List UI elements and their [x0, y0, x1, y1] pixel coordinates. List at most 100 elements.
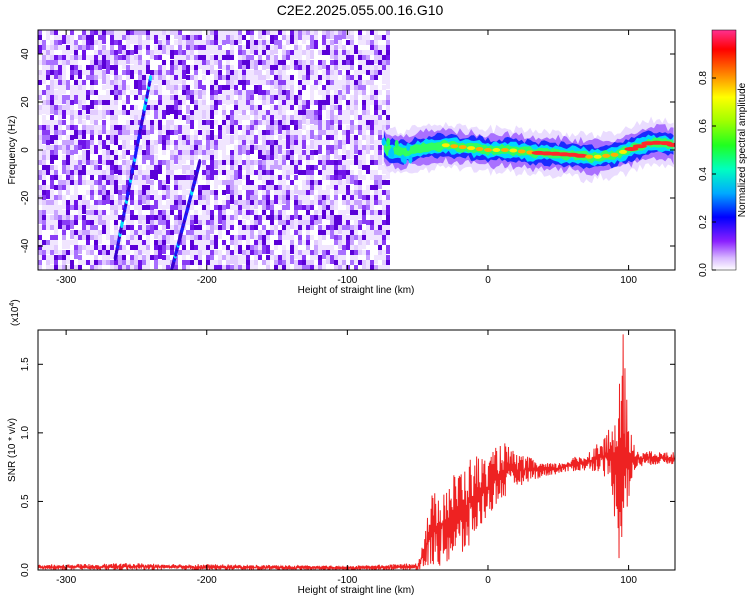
- spectrogram-cell: [178, 150, 182, 159]
- spectrogram-cell: [206, 30, 210, 39]
- spectrogram-cell: [94, 115, 98, 120]
- spectrogram-cell: [130, 110, 134, 119]
- spectrogram-cell: [54, 60, 58, 65]
- spectrogram-cell: [310, 205, 314, 210]
- spectrogram-cell: [130, 65, 134, 74]
- spectrogram-cell: [142, 225, 146, 230]
- spectrogram-cell: [274, 210, 278, 215]
- spectrogram-cell: [206, 45, 210, 50]
- spectrogram-cell: [210, 110, 214, 119]
- spectrogram-cell: [294, 125, 298, 130]
- spectrogram-cell: [242, 75, 246, 80]
- spectrogram-cell: [286, 105, 290, 110]
- spectrogram-cell: [178, 70, 182, 79]
- spectrogram-cell: [342, 140, 346, 145]
- spectrogram-cell: [278, 265, 282, 270]
- spectrogram-cell: [146, 245, 150, 250]
- spectrogram-cell: [250, 210, 254, 215]
- spectrogram-cell: [70, 230, 74, 239]
- spectrogram-cell: [82, 235, 86, 240]
- signal-peak: [450, 144, 459, 149]
- spectrogram-cell: [382, 225, 386, 230]
- spectrogram-cell: [146, 230, 150, 235]
- spectrogram-cell: [54, 220, 58, 225]
- spectrogram-cell: [250, 40, 254, 49]
- spectrogram-cell: [254, 120, 258, 125]
- spectrogram-cell: [138, 250, 142, 259]
- spectrogram-cell: [166, 260, 170, 265]
- spectrogram-cell: [334, 185, 338, 190]
- spectrogram-cell: [78, 200, 82, 205]
- spectrogram-cell: [190, 260, 194, 265]
- spectrogram-cell: [338, 80, 342, 89]
- spectrogram-cell: [202, 220, 206, 225]
- spectrogram-cell: [222, 215, 226, 220]
- spectrogram-cell: [362, 130, 366, 135]
- spectrogram-cell: [86, 55, 90, 60]
- spectrogram-cell: [218, 225, 222, 230]
- spectrogram-cell: [226, 75, 230, 80]
- spectrogram-cell: [374, 215, 378, 220]
- spectrogram-cell: [54, 135, 58, 140]
- spectrogram-cell: [114, 185, 118, 194]
- spectrogram-cell: [146, 240, 150, 249]
- spectrogram-cell: [282, 100, 286, 105]
- spectrogram-cell: [374, 140, 378, 145]
- spectrogram-cell: [134, 175, 138, 180]
- spectrogram-cell: [354, 45, 358, 54]
- spectrogram-cell: [90, 215, 94, 220]
- spectrogram-cell: [350, 255, 354, 264]
- spectrogram-cell: [326, 165, 330, 170]
- spectrogram-cell: [138, 225, 142, 230]
- spectrogram-cell: [142, 80, 146, 85]
- spectrogram-cell: [202, 40, 206, 45]
- spectrogram-cell: [142, 195, 146, 204]
- spectrogram-cell: [294, 50, 298, 59]
- spectrogram-cell: [154, 110, 158, 119]
- spectrogram-cell: [222, 160, 226, 165]
- spectrogram-cell: [134, 90, 138, 95]
- spectrogram-cell: [54, 30, 58, 35]
- y-tick-label: 0.0: [20, 563, 31, 577]
- spectrogram-cell: [166, 165, 170, 174]
- spectrogram-cell: [322, 120, 326, 129]
- spectrogram-cell: [318, 115, 322, 124]
- spectrogram-cell: [190, 50, 194, 55]
- spectrogram-cell: [338, 165, 342, 170]
- spectrogram-cell: [70, 135, 74, 144]
- spectrogram-cell: [242, 95, 246, 100]
- spectrogram-cell: [146, 265, 150, 270]
- spectrogram-cell: [122, 200, 126, 209]
- spectrogram-cell: [310, 150, 314, 155]
- spectrogram-cell: [66, 100, 70, 105]
- spectrogram-cell: [258, 160, 262, 165]
- spectrogram-cell: [354, 100, 358, 105]
- spectrogram-cell: [358, 50, 362, 59]
- spectrogram-cell: [170, 105, 174, 114]
- spectrogram-cell: [218, 35, 222, 44]
- spectrogram-cell: [38, 125, 42, 130]
- spectrogram-cell: [238, 255, 242, 260]
- spectrogram-cell: [270, 95, 274, 104]
- spectrogram-cell: [46, 75, 50, 80]
- spectrogram-cell: [330, 125, 334, 130]
- spectrogram-cell: [282, 185, 286, 194]
- spectrogram-cell: [358, 180, 362, 185]
- spectrogram-cell: [238, 60, 242, 69]
- spectrogram-cell: [362, 215, 366, 224]
- spectrogram-cell: [286, 175, 290, 180]
- spectrogram-cell: [270, 60, 274, 65]
- spectrogram-cell: [66, 215, 70, 220]
- spectrogram-cell: [286, 55, 290, 60]
- spectrogram-cell: [302, 65, 306, 70]
- spectrogram-cell: [198, 255, 202, 260]
- spectrogram-cell: [294, 35, 298, 40]
- spectrogram-cell: [282, 155, 286, 164]
- spectrogram-cell: [222, 90, 226, 95]
- spectrogram-cell: [126, 110, 130, 115]
- spectrogram-cell: [254, 220, 258, 225]
- spectrogram-cell: [174, 155, 178, 164]
- spectrogram-cell: [358, 235, 362, 240]
- spectrogram-cell: [314, 200, 318, 205]
- spectrogram-cell: [298, 130, 302, 135]
